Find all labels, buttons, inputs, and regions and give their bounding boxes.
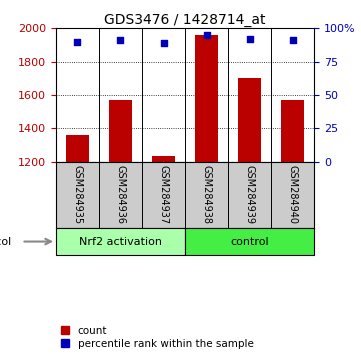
Text: Nrf2 activation: Nrf2 activation [79,236,162,246]
Bar [185,228,314,255]
Bar [152,156,175,161]
Text: GSM284939: GSM284939 [244,165,255,224]
Text: protocol: protocol [0,236,11,246]
Point [118,38,123,43]
Text: GSM284935: GSM284935 [73,165,82,224]
Bar [109,100,132,161]
Point [75,39,81,45]
Point [290,38,295,43]
Point [204,32,209,38]
Text: GSM284937: GSM284937 [158,165,169,224]
Bar [66,135,89,161]
Title: GDS3476 / 1428714_at: GDS3476 / 1428714_at [104,13,266,27]
Bar [281,100,304,161]
Text: GSM284940: GSM284940 [288,165,297,224]
Bar [238,78,261,161]
Point [161,40,166,46]
Point [247,36,252,42]
Bar [56,228,185,255]
Legend: count, percentile rank within the sample: count, percentile rank within the sample [61,326,254,349]
Text: GSM284936: GSM284936 [116,165,126,224]
Text: GSM284938: GSM284938 [201,165,212,224]
Bar [195,35,218,161]
Text: control: control [230,236,269,246]
